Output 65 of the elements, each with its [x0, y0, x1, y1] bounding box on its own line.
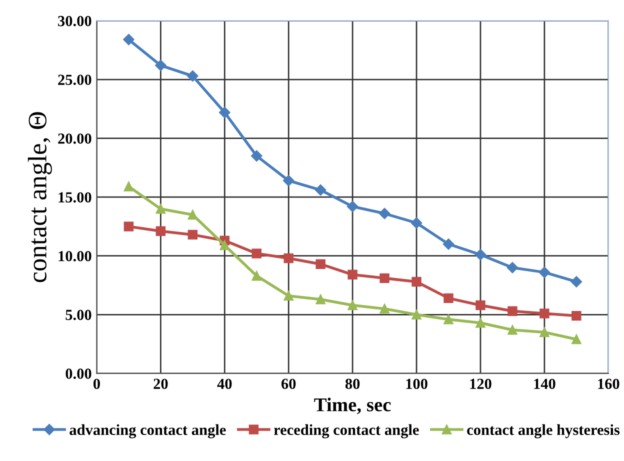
y-tick-label: 5.00	[66, 310, 92, 320]
point	[410, 217, 422, 229]
x-tick-label: 40	[217, 378, 232, 390]
x-tick-label: 120	[470, 378, 492, 390]
x-tick-label: 0	[93, 378, 100, 390]
point	[282, 175, 294, 186]
point	[220, 240, 230, 250]
point	[346, 200, 358, 212]
y-tick-label: 15.00	[58, 192, 92, 203]
point	[378, 208, 390, 220]
point	[444, 314, 454, 324]
point	[188, 230, 198, 240]
y-tick-label: 10.00	[58, 250, 92, 262]
legend-label: contact angle hysteresis	[467, 424, 620, 438]
point	[538, 266, 550, 278]
x-tick-label: 80	[345, 378, 360, 390]
y-tick-label: 20.00	[58, 133, 92, 144]
point	[219, 106, 230, 118]
x-tick-label: 100	[406, 378, 428, 390]
legend-label: receding contact angle	[274, 424, 419, 438]
point	[123, 34, 134, 46]
point	[508, 325, 518, 335]
point	[570, 276, 582, 288]
point	[572, 310, 582, 321]
point	[156, 226, 166, 236]
x-tick-label: 140	[534, 378, 556, 390]
point	[155, 60, 166, 72]
point	[316, 294, 326, 304]
point	[188, 210, 198, 220]
point	[284, 253, 294, 264]
point	[380, 273, 390, 284]
legend-label: advancing contact angle	[70, 424, 226, 438]
point	[476, 318, 486, 328]
point	[572, 334, 582, 344]
point	[252, 248, 262, 258]
point	[252, 270, 262, 281]
point	[444, 293, 454, 304]
point	[476, 300, 486, 310]
point	[474, 249, 486, 260]
y-axis-title: contact angle, Θ	[28, 112, 52, 282]
point	[124, 222, 134, 232]
point	[442, 238, 454, 250]
point	[540, 327, 550, 338]
point	[508, 306, 518, 316]
point	[316, 259, 326, 269]
y-tick-label: 0.00	[66, 368, 92, 379]
x-tick-label: 160	[598, 378, 620, 390]
point	[348, 270, 358, 280]
point	[156, 204, 166, 214]
point	[187, 70, 198, 82]
point	[124, 182, 134, 192]
point	[348, 300, 358, 310]
y-tick-label: 30.00	[58, 16, 92, 26]
point	[380, 304, 390, 314]
point	[412, 276, 422, 287]
point	[506, 262, 518, 274]
point	[540, 308, 550, 318]
point	[251, 150, 262, 162]
x-tick-label: 60	[281, 378, 296, 390]
x-tick-label: 20	[154, 378, 168, 390]
point	[284, 290, 294, 301]
y-tick-label: 25.00	[58, 74, 92, 86]
point	[314, 184, 326, 196]
x-axis-title: Time, sec	[314, 398, 391, 414]
point	[412, 310, 422, 320]
